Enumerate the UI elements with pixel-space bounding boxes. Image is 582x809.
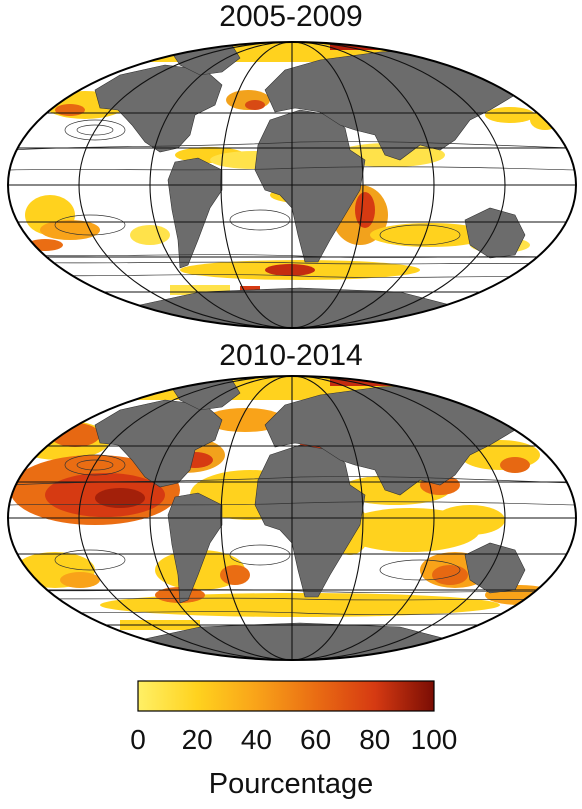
colorbar-tick-label: 20: [181, 724, 213, 755]
colorbar-tick-label: 80: [359, 724, 391, 755]
map-2010-2014: [7, 375, 577, 661]
colorbar-tick-label: 60: [300, 724, 332, 755]
panel-title-2005-2009: 2005-2009: [219, 0, 363, 33]
map-border: [7, 41, 577, 329]
colorbar: [137, 680, 435, 712]
land-masses: [94, 376, 526, 660]
wind-contours: [9, 119, 576, 279]
colorbar-tick-label: 0: [130, 724, 146, 755]
colorbar-tick-label: 40: [240, 724, 272, 755]
graticule: [8, 376, 576, 660]
wind-contours: [9, 454, 576, 616]
panel-title-2010-2014: 2010-2014: [219, 339, 363, 372]
colorbar-tick-label: 100: [410, 724, 458, 755]
map-border: [7, 375, 577, 661]
map-2005-2009: [7, 41, 577, 329]
colorbar-gradient: [137, 680, 435, 712]
colorbar-label: Pourcentage: [208, 768, 374, 800]
